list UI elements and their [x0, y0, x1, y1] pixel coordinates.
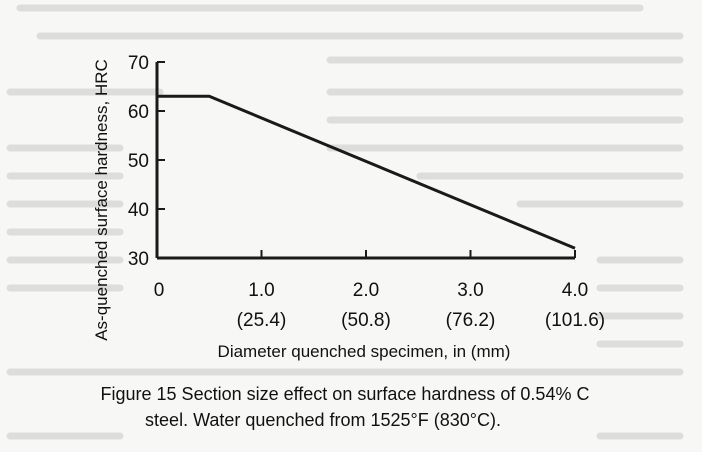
x-tick-label: 2.0 — [353, 280, 379, 301]
x-tick-label: 3.0 — [457, 280, 483, 301]
x-tick-label: 1.0 — [248, 280, 274, 301]
figure-caption-line-1: Figure 15 Section size effect on surface… — [100, 384, 590, 404]
y-tick-label: 60 — [128, 102, 149, 123]
x-tick-sublabel: (50.8) — [341, 310, 391, 331]
y-tick-label: 70 — [128, 53, 149, 74]
x-axis-ticks: 0 1.0 (25.4) 2.0 (50.8) 3.0 (76.2) 4.0 (101.6) — [154, 250, 605, 331]
chart-series — [157, 94, 576, 250]
x-axis-title: Diameter quenched specimen, in (mm) — [218, 342, 511, 361]
y-tick-label: 50 — [128, 151, 149, 172]
y-tick-label: 40 — [128, 200, 149, 221]
x-tick-label: 4.0 — [562, 280, 588, 301]
hardness-line — [157, 94, 576, 250]
figure-caption-line-2: steel. Water quenched from 1525°F (830°C… — [145, 410, 501, 430]
x-tick-sublabel: (101.6) — [545, 310, 605, 331]
y-axis-ticks: 30 40 50 60 70 — [128, 53, 165, 270]
y-axis-title: As-quenched surface hardness, HRC — [92, 59, 111, 341]
x-tick-sublabel: (76.2) — [446, 310, 496, 331]
y-tick-label: 30 — [128, 249, 149, 270]
x-tick-sublabel: (25.4) — [237, 310, 287, 331]
x-tick-label: 0 — [154, 280, 165, 301]
